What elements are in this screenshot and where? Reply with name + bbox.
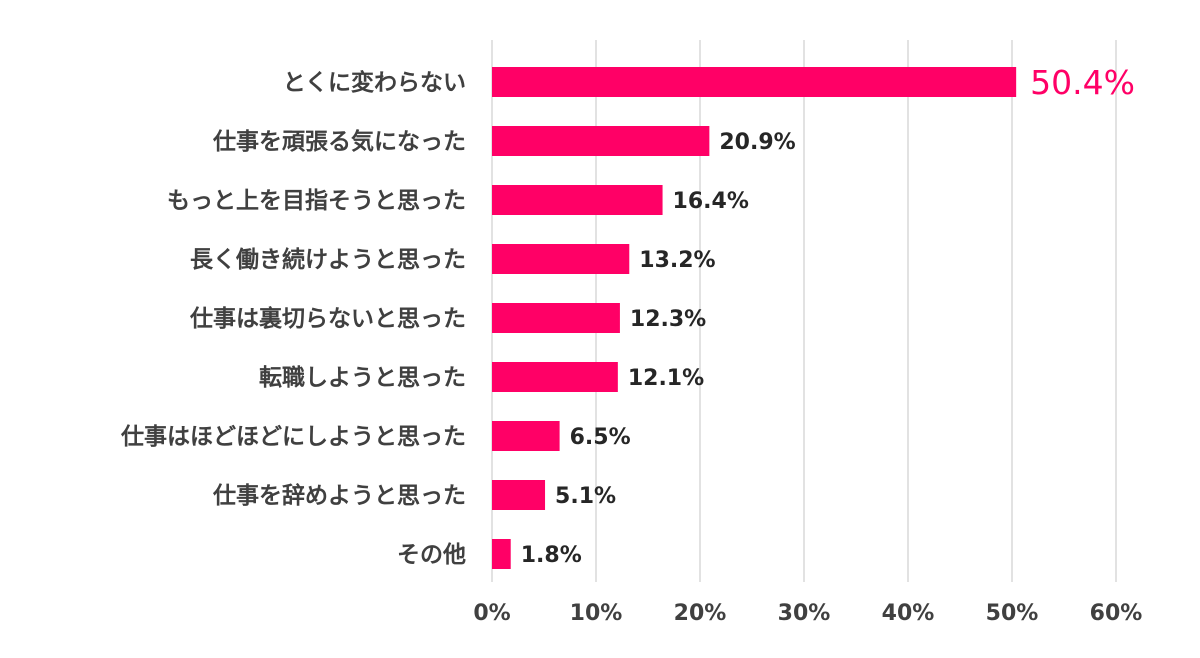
data-label: 12.1% xyxy=(628,366,704,391)
x-tick-label: 30% xyxy=(778,601,831,626)
data-label: 1.8% xyxy=(521,543,582,568)
data-label: 20.9% xyxy=(719,130,795,155)
category-label: 仕事を頑張る気になった xyxy=(212,128,466,155)
category-label: とくに変わらない xyxy=(283,69,466,96)
data-label: 12.3% xyxy=(630,307,706,332)
bar xyxy=(492,480,546,510)
x-tick-label: 40% xyxy=(882,601,935,626)
category-label: もっと上を目指そうと思った xyxy=(167,188,466,214)
x-tick-label: 0% xyxy=(473,601,510,626)
category-label: 仕事はほどほどにしようと思った xyxy=(120,423,466,450)
bar xyxy=(492,539,511,569)
bar xyxy=(492,303,620,333)
data-label: 5.1% xyxy=(555,484,616,509)
data-label: 6.5% xyxy=(570,425,631,450)
category-label: 転職しようと思った xyxy=(259,364,466,391)
data-label: 16.4% xyxy=(673,189,749,214)
x-tick-label: 10% xyxy=(570,601,623,626)
data-label: 50.4% xyxy=(1030,63,1135,102)
x-tick-label: 20% xyxy=(674,601,727,626)
x-tick-label: 50% xyxy=(986,601,1039,626)
bar xyxy=(492,244,630,274)
category-label: 仕事を辞めようと思った xyxy=(212,482,466,509)
bar xyxy=(492,67,1017,97)
category-label: その他 xyxy=(397,542,466,568)
category-label: 仕事は裏切らないと思った xyxy=(189,305,466,332)
category-label: 長く働き続けようと思った xyxy=(190,246,466,273)
data-label: 13.2% xyxy=(639,248,715,273)
bar xyxy=(492,362,618,392)
bar xyxy=(492,126,710,156)
x-tick-label: 60% xyxy=(1090,601,1143,626)
bar xyxy=(492,185,663,215)
bar xyxy=(492,421,560,451)
